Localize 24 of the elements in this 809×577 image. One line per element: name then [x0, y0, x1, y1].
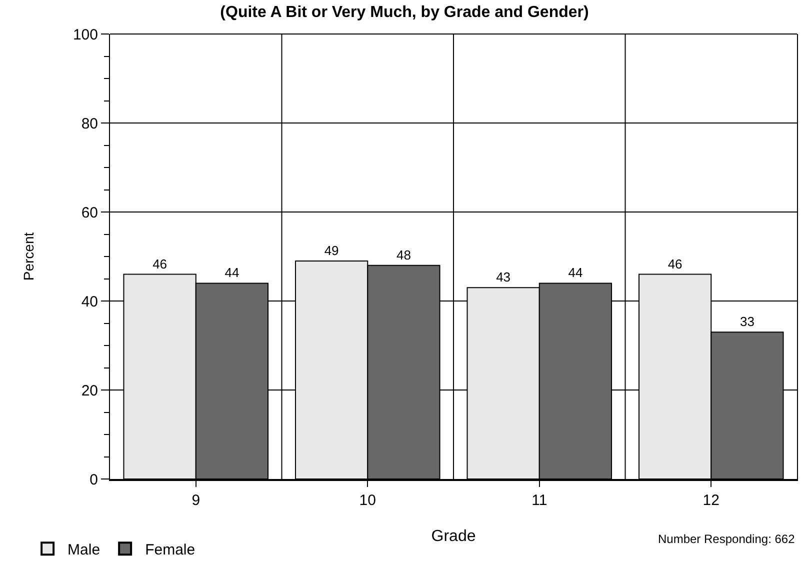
y-tick-label: 60 — [81, 204, 98, 222]
y-tick-label: 20 — [81, 382, 98, 400]
x-tick-label: 10 — [359, 492, 376, 509]
y-tick-label: 0 — [90, 471, 98, 488]
text: Number Responding: 662 — [658, 532, 796, 546]
x-axis-title: Grade — [431, 528, 476, 546]
y-tick-label: 80 — [81, 115, 98, 132]
x-tick-label: 12 — [702, 492, 720, 509]
data-label: 49 — [324, 242, 339, 258]
y-tick-label: 40 — [81, 293, 98, 310]
data-label: 43 — [496, 270, 511, 285]
legend-label: Female — [145, 542, 196, 558]
y-tick-label: 100 — [72, 26, 98, 44]
data-label: 33 — [740, 314, 754, 330]
legend-label: Male — [68, 542, 100, 558]
x-tick-label: 9 — [192, 492, 200, 509]
data-label: 46 — [668, 256, 682, 272]
x-tick-label: 11 — [532, 492, 548, 509]
chart-title: (Quite A Bit or Very Much, by Grade and Gender) — [220, 4, 589, 21]
data-label: 44 — [568, 265, 583, 280]
y-axis-title: Percent — [20, 232, 37, 281]
data-label: 48 — [396, 247, 411, 262]
data-label: 44 — [224, 265, 240, 280]
data-label: 46 — [152, 256, 168, 272]
